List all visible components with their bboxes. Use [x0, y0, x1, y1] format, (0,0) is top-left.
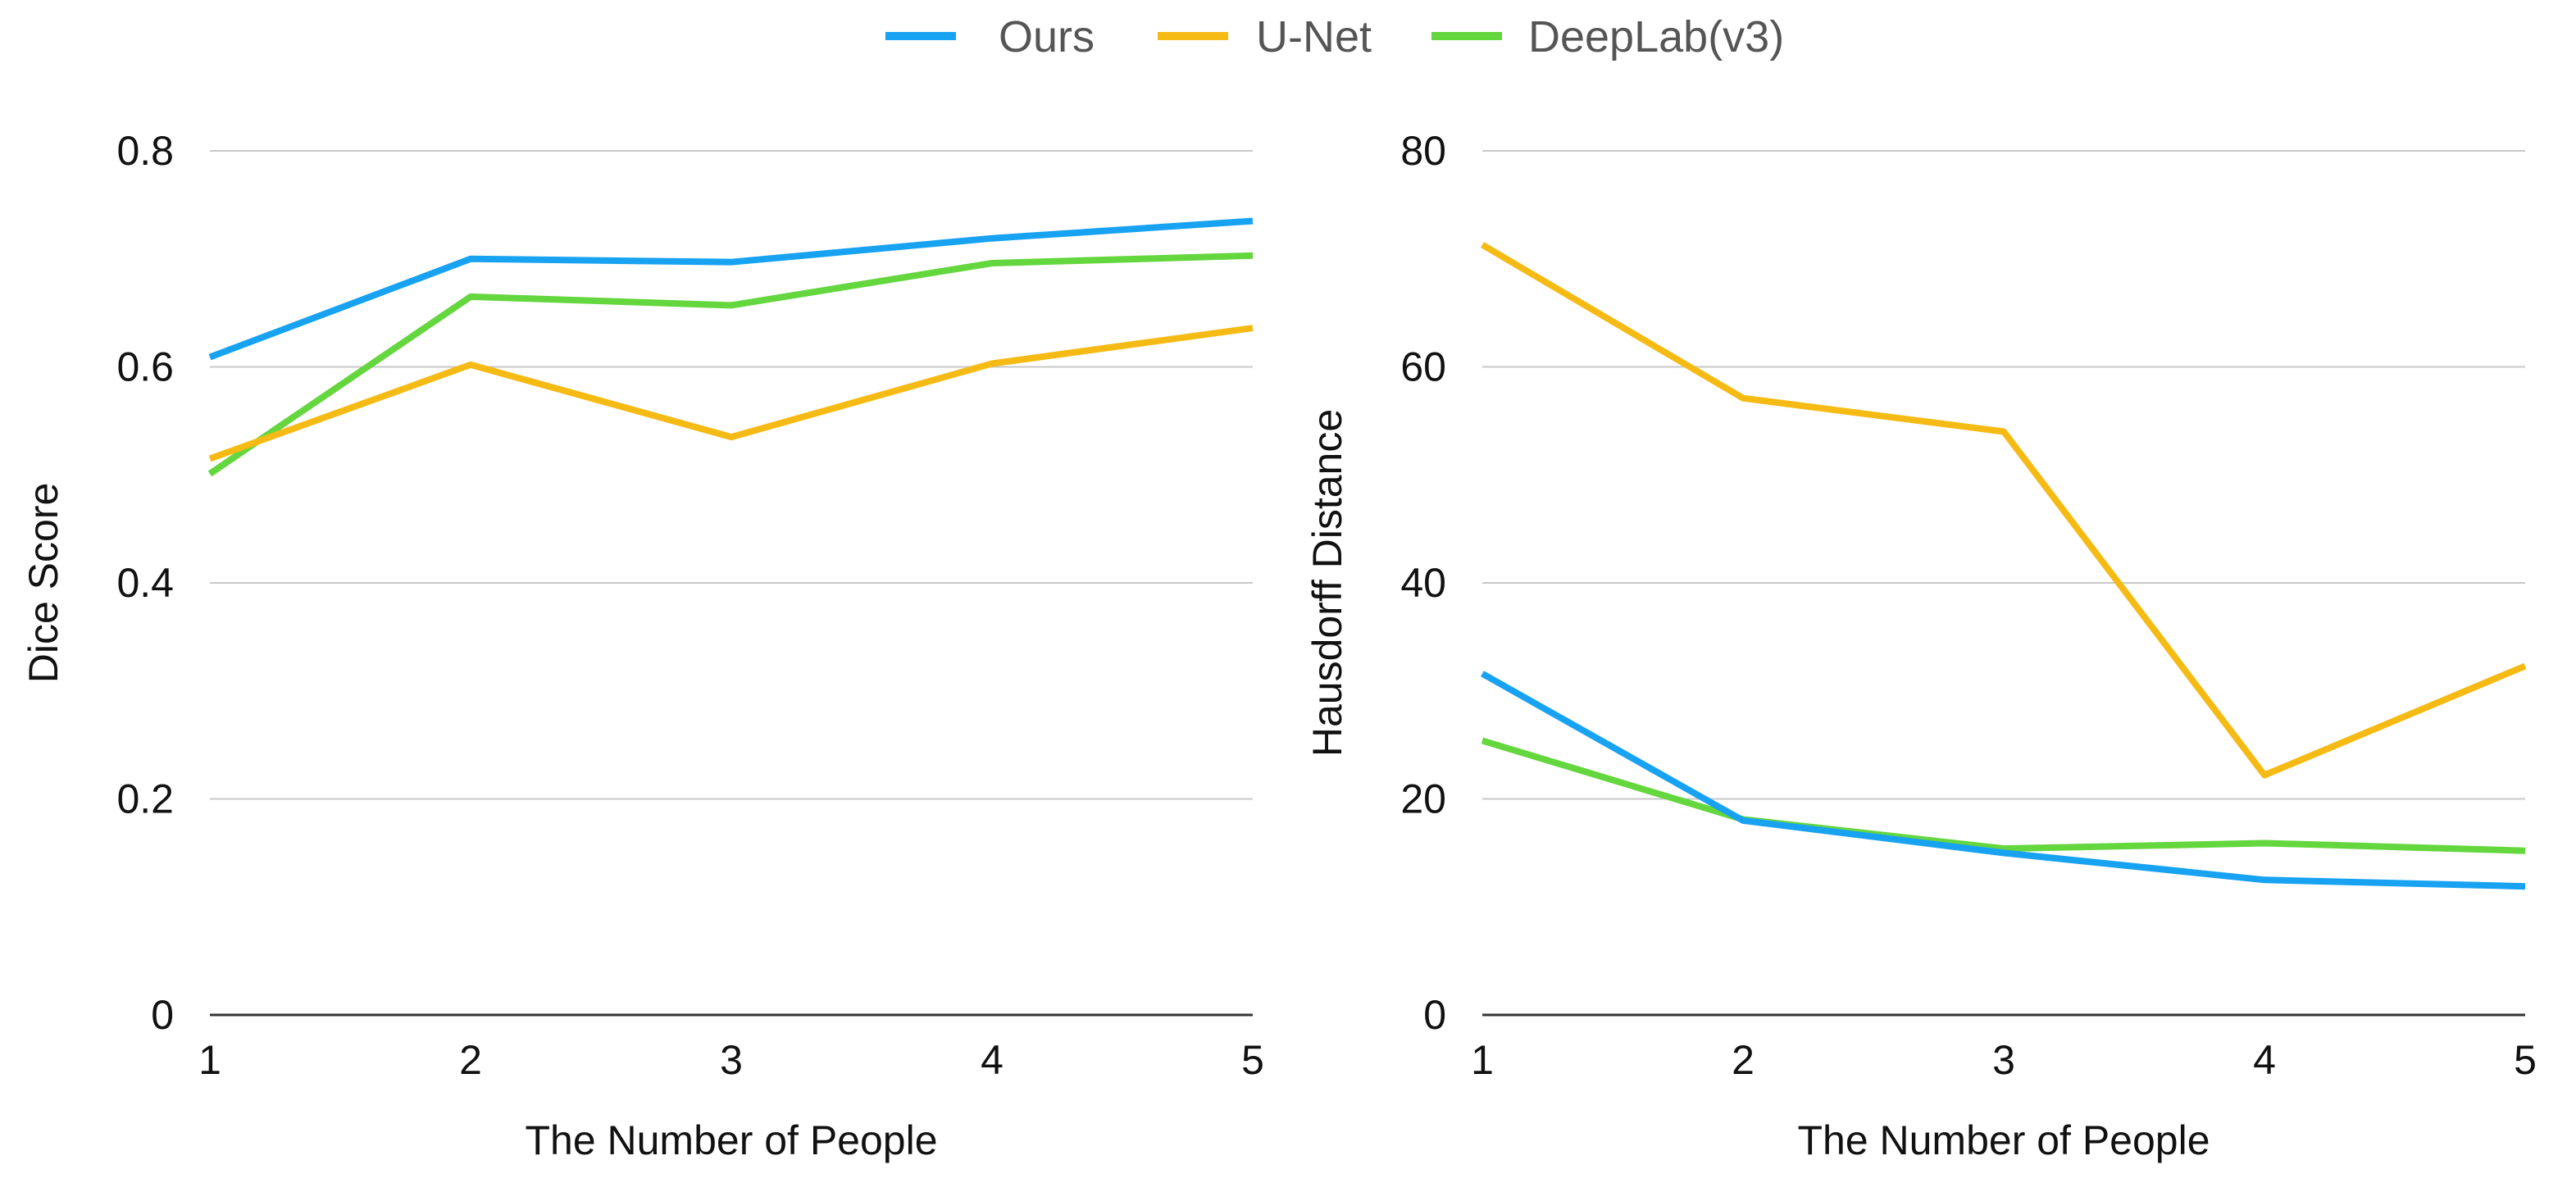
series-line-u-net: [208, 325, 1254, 462]
series-line-deeplab-v3: [207, 252, 1254, 477]
y-axis-title: Dice Score: [20, 483, 66, 684]
y-tick-label: 0: [151, 992, 174, 1038]
y-tick-label: 0.2: [116, 776, 174, 822]
x-tick-label: 1: [1471, 1037, 1494, 1083]
x-tick-label: 4: [2253, 1037, 2276, 1083]
hausdorff-distance-chart: 0 20 40 60 80 1 2 3 4 5 The Number of People Hausdo…: [1304, 128, 2537, 1163]
y-tick-label: 0.8: [116, 128, 174, 174]
series-line-deeplab-v3: [1481, 737, 2526, 854]
legend-label-ours: Ours: [999, 12, 1095, 61]
x-tick-label: 2: [1732, 1037, 1755, 1083]
legend: Ours U-Net DeepLab(v3): [885, 12, 1784, 61]
legend-label-deeplab-v3: DeepLab(v3): [1528, 12, 1784, 61]
x-tick-label: 2: [459, 1037, 482, 1083]
series-line-ours: [1481, 671, 2526, 890]
legend-label-u-net: U-Net: [1256, 12, 1372, 61]
x-tick-label: 3: [1992, 1037, 2015, 1083]
y-axis-title: Hausdorff Distance: [1304, 409, 1350, 757]
x-tick-label: 3: [720, 1037, 743, 1083]
x-tick-label: 5: [1241, 1037, 1264, 1083]
x-tick-label: 4: [981, 1037, 1004, 1083]
x-axis-title: The Number of People: [525, 1117, 937, 1163]
y-tick-label: 0.6: [116, 344, 174, 390]
x-tick-label: 1: [198, 1037, 221, 1083]
y-tick-label: 80: [1400, 128, 1446, 174]
y-tick-label: 40: [1400, 560, 1446, 606]
dice-score-chart: 0 0.2 0.4 0.6 0.8 1 2 3 4 5 The Number of People Di…: [20, 128, 1264, 1163]
y-tick-label: 0: [1423, 992, 1446, 1038]
y-tick-label: 20: [1400, 776, 1446, 822]
series-line-u-net: [1480, 242, 2527, 779]
x-tick-label: 5: [2514, 1037, 2537, 1083]
y-tick-label: 0.4: [116, 560, 174, 606]
series-line-ours: [208, 217, 1254, 361]
x-axis-title: The Number of People: [1797, 1117, 2210, 1163]
y-tick-label: 60: [1400, 344, 1446, 390]
